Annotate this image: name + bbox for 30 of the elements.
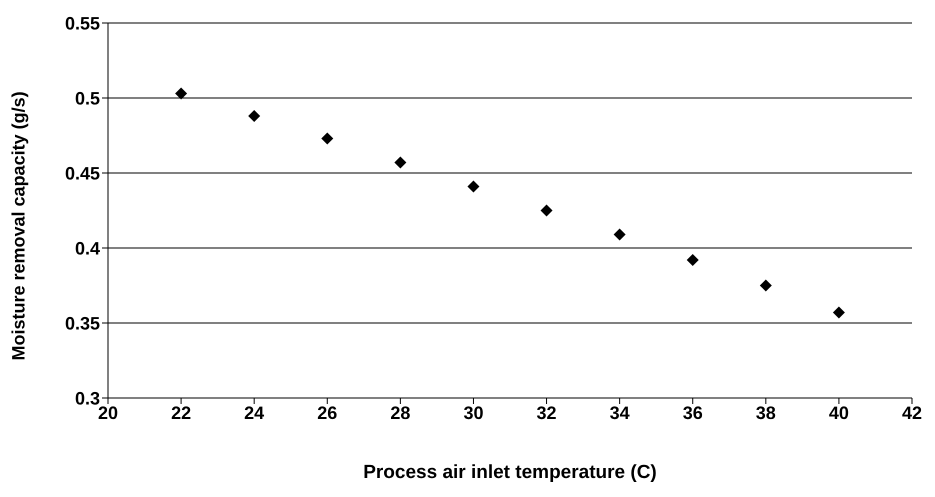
x-tick-label: 32 [536, 402, 557, 423]
x-tick-label: 20 [98, 402, 118, 423]
x-tick-label: 22 [171, 402, 192, 423]
y-tick-label: 0.45 [64, 163, 100, 184]
point [614, 228, 626, 240]
x-tick-label: 28 [390, 402, 410, 423]
x-tick-label: 42 [902, 402, 922, 423]
point [686, 254, 699, 266]
x-tick-label: 36 [682, 402, 703, 423]
point [248, 110, 260, 122]
point [175, 88, 188, 100]
y-tick-label: 0.3 [74, 388, 100, 408]
point [467, 180, 480, 192]
y-tick-label: 0.35 [64, 313, 100, 334]
x-tick-label: 34 [610, 402, 630, 423]
y-tick-label: 0.5 [74, 88, 100, 108]
point [540, 204, 553, 216]
x-tick-label: 30 [463, 402, 484, 423]
point [321, 132, 334, 144]
x-tick-label: 38 [756, 402, 776, 423]
point [760, 280, 772, 292]
x-axis-title: Process air inlet temperature (C) [363, 462, 657, 483]
x-tick-label: 24 [244, 402, 264, 423]
y-tick-label: 0.4 [74, 238, 100, 258]
y-axis-title: Moisture removal capacity (g/s) [8, 91, 28, 360]
x-tick-label: 40 [828, 402, 849, 423]
y-tick-label: 0.55 [64, 13, 100, 34]
x-tick-label: 26 [317, 402, 338, 423]
point [832, 306, 845, 318]
point [394, 156, 406, 168]
